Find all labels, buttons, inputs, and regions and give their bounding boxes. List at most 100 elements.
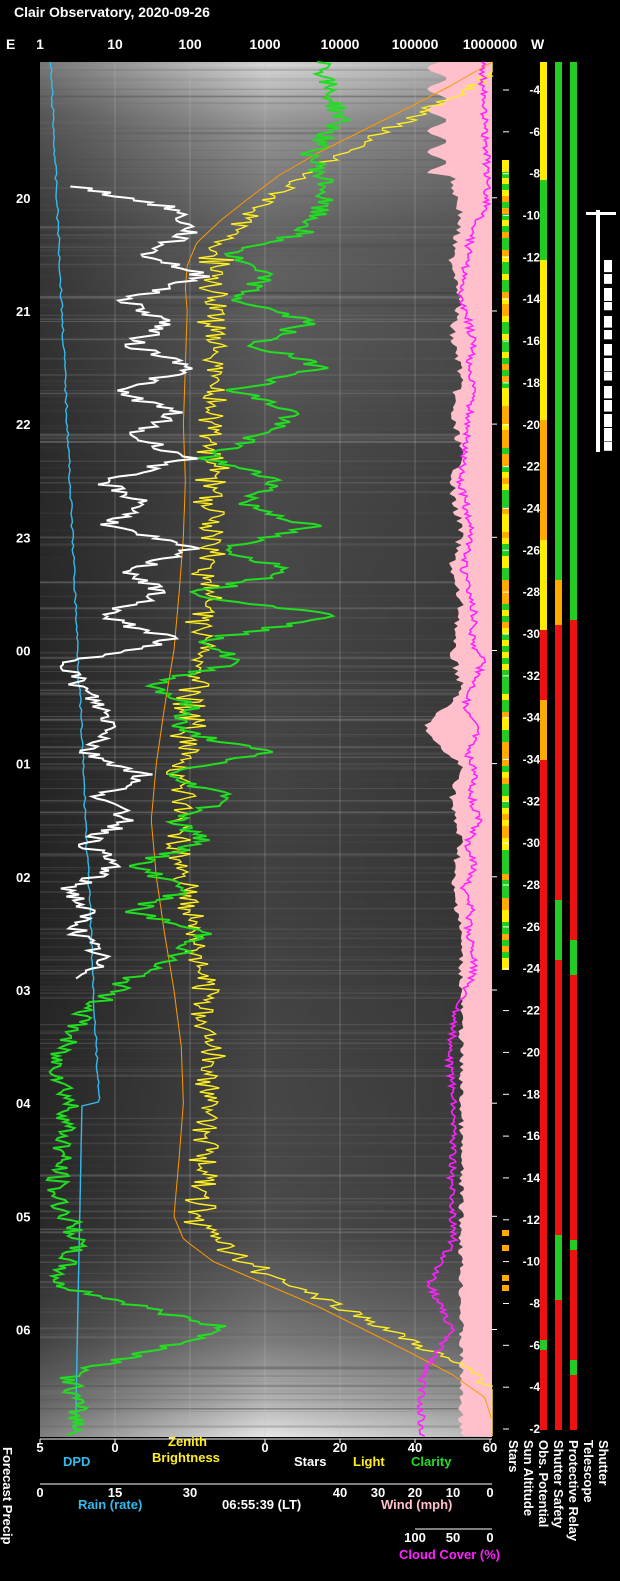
stars-strip-cell: [502, 274, 509, 280]
sky-streak: [40, 1384, 492, 1386]
sky-streak: [40, 693, 492, 694]
stars-strip-cell: [502, 484, 509, 490]
stars-strip-cell: [502, 634, 509, 640]
sun-altitude-label: -16: [523, 334, 541, 348]
sky-streak: [40, 584, 492, 587]
sky-streak: [40, 1189, 492, 1192]
time-label: 06:55:39 (LT): [222, 1497, 301, 1512]
stars-strip-cell: [502, 1275, 509, 1281]
stars-strip-cell: [502, 808, 509, 814]
sky-streak: [40, 881, 492, 883]
sun-altitude-label: -18: [523, 376, 541, 390]
sky-streak: [40, 226, 492, 229]
sky-streak: [40, 698, 492, 700]
stars-strip-cell: [502, 1245, 509, 1251]
bottom-tick-label: 0: [111, 1440, 118, 1455]
sky-streak: [40, 460, 492, 462]
stars-strip-cell: [502, 736, 509, 742]
stars-strip-cell: [502, 430, 509, 436]
stars-strip-cell: [502, 742, 509, 748]
sky-streak: [40, 717, 492, 719]
sky-streak: [40, 694, 492, 696]
stars-strip-cell: [502, 592, 509, 598]
stars-strip-cell: [502, 574, 509, 580]
sky-streak: [40, 689, 492, 691]
sky-streak: [40, 78, 492, 80]
sky-streak: [40, 293, 492, 295]
stars-strip-cell: [502, 526, 509, 532]
stars-strip-cell: [502, 790, 509, 796]
stars-strip-cell: [502, 472, 509, 478]
telescope-mark: [604, 344, 612, 356]
sun-altitude-label: -12: [523, 1213, 541, 1227]
sun-altitude-label: -2: [529, 1422, 540, 1436]
zenith-model-line: [150, 61, 493, 1436]
sky-streak: [40, 756, 492, 759]
stars-strip-cell: [502, 610, 509, 616]
stars-strip-cell: [502, 814, 509, 820]
stars-strip-cell: [502, 1285, 509, 1291]
sky-streak: [40, 811, 492, 814]
stars-strip-cell: [502, 676, 509, 682]
sky-streak: [40, 746, 492, 749]
sky-streak: [40, 638, 492, 641]
sky-streak: [40, 1042, 492, 1044]
time-tick-label: 20: [16, 191, 30, 206]
sun-altitude-label: -24: [523, 501, 541, 515]
sky-streak: [40, 913, 492, 915]
sky-streak: [40, 225, 492, 227]
top-tick-label: 10000: [321, 36, 360, 52]
stars-strip-cell: [502, 766, 509, 772]
sky-streak: [40, 80, 492, 82]
sky-streak: [40, 928, 492, 930]
sky-streak: [40, 1074, 492, 1077]
telescope-mark: [604, 442, 612, 451]
bottom-tick-label: 5: [36, 1440, 43, 1455]
sky-streak: [40, 958, 492, 961]
sun-altitude-label: -6: [529, 125, 540, 139]
sky-streak: [40, 491, 492, 493]
time-tick-label: 00: [16, 644, 30, 659]
stars-strip-cell: [502, 670, 509, 676]
stars-strip-cell: [502, 208, 509, 214]
stars-strip-cell: [502, 226, 509, 232]
stars-strip-cell: [502, 772, 509, 778]
sky-streak: [40, 1286, 492, 1288]
sky-streak: [40, 1069, 492, 1071]
status-segment: [555, 62, 562, 580]
stars-strip-cell: [502, 328, 509, 334]
stars-strip-cell: [502, 436, 509, 442]
wind-area: [424, 62, 492, 1437]
sky-streak: [40, 1150, 492, 1152]
top-tick-label: 1000000: [463, 36, 518, 52]
telescope-mark: [604, 372, 612, 381]
sky-streak: [40, 992, 492, 994]
sky-streak: [40, 249, 492, 251]
sky-streak: [40, 1217, 492, 1219]
sky-streak: [40, 379, 492, 383]
stars-strip-cell: [502, 922, 509, 928]
sky-streak: [40, 986, 492, 988]
sky-streak: [40, 1047, 492, 1049]
side-label: Shutter: [596, 1440, 611, 1486]
zenith-label-2: Brightness: [152, 1450, 220, 1465]
time-tick-label: 22: [16, 417, 30, 432]
sky-streak: [40, 1281, 492, 1283]
sky-streak: [40, 243, 492, 246]
sky-streak: [40, 824, 492, 826]
stars-strip-cell: [502, 646, 509, 652]
sky-streak: [40, 725, 492, 726]
stars-strip-cell: [502, 160, 509, 166]
sky-streak: [40, 788, 492, 789]
sky-streak: [40, 609, 492, 611]
sky-streak: [40, 840, 492, 843]
status-segment: [540, 700, 547, 760]
sky-streak: [40, 263, 492, 266]
sky-streak: [40, 779, 492, 780]
sun-altitude-label: -10: [523, 1255, 541, 1269]
sun-altitude-label: -6: [529, 1338, 540, 1352]
stars-strip-cell: [502, 874, 509, 880]
stars-strip-cell: [502, 190, 509, 196]
sky-streak: [40, 166, 492, 168]
sky-streak: [40, 656, 492, 659]
